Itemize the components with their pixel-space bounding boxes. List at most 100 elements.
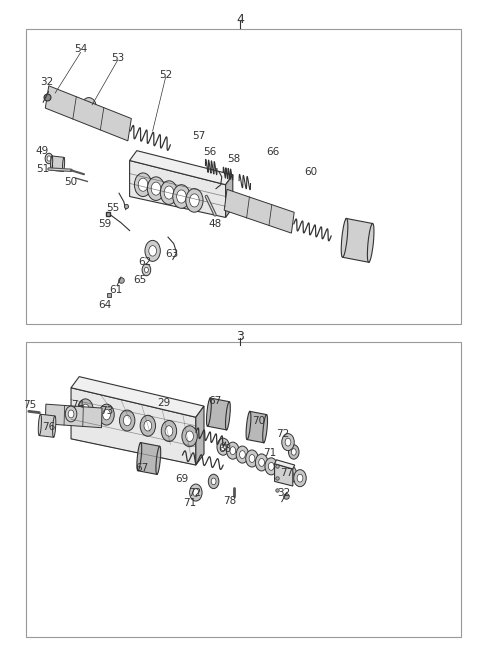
Circle shape [142, 264, 151, 276]
Text: 68: 68 [218, 443, 231, 454]
Polygon shape [130, 160, 226, 217]
Ellipse shape [226, 402, 230, 430]
Text: 71: 71 [263, 448, 276, 458]
Text: 66: 66 [266, 147, 279, 157]
Circle shape [294, 470, 306, 487]
Text: 51: 51 [36, 164, 50, 174]
Ellipse shape [50, 156, 53, 170]
Circle shape [220, 443, 226, 451]
Text: 32: 32 [40, 77, 54, 87]
Text: 50: 50 [64, 177, 78, 187]
Polygon shape [275, 464, 293, 486]
Circle shape [165, 426, 173, 436]
Text: 72: 72 [188, 487, 201, 498]
Text: 48: 48 [208, 219, 222, 229]
Circle shape [186, 431, 193, 441]
Circle shape [284, 466, 297, 483]
Text: 58: 58 [228, 153, 241, 164]
Circle shape [173, 185, 190, 208]
Circle shape [161, 421, 177, 441]
Polygon shape [71, 377, 204, 417]
Polygon shape [45, 404, 102, 428]
Circle shape [82, 404, 89, 415]
Circle shape [145, 240, 160, 261]
Circle shape [164, 186, 174, 199]
Text: 32: 32 [277, 487, 291, 498]
Text: 77: 77 [280, 468, 294, 478]
Circle shape [151, 182, 161, 195]
Bar [26, 342, 461, 637]
Text: 60: 60 [304, 166, 318, 177]
Text: 73: 73 [100, 406, 113, 417]
Text: 64: 64 [98, 299, 111, 310]
Circle shape [120, 410, 135, 431]
Circle shape [78, 399, 93, 420]
Circle shape [190, 194, 199, 207]
Polygon shape [51, 156, 64, 172]
Circle shape [45, 153, 53, 164]
Circle shape [285, 438, 291, 446]
Polygon shape [71, 388, 196, 465]
Circle shape [240, 451, 245, 458]
Circle shape [65, 406, 77, 422]
Text: 61: 61 [109, 284, 123, 295]
Text: 72: 72 [276, 428, 289, 439]
Circle shape [140, 415, 156, 436]
Circle shape [236, 446, 249, 463]
Circle shape [103, 409, 110, 420]
Text: 65: 65 [133, 275, 147, 286]
Ellipse shape [156, 446, 161, 474]
Circle shape [297, 474, 303, 482]
Polygon shape [138, 443, 159, 474]
Text: 69: 69 [175, 474, 188, 485]
Circle shape [99, 404, 114, 425]
Circle shape [144, 421, 152, 431]
Polygon shape [226, 175, 233, 217]
Text: 54: 54 [74, 44, 87, 54]
Polygon shape [45, 86, 132, 141]
Text: 29: 29 [157, 398, 171, 408]
Polygon shape [224, 189, 294, 233]
Text: 3: 3 [236, 330, 244, 343]
Circle shape [275, 462, 287, 479]
Text: 62: 62 [138, 257, 152, 267]
Bar [26, 29, 461, 324]
Text: 57: 57 [192, 131, 206, 141]
Circle shape [134, 173, 152, 196]
Circle shape [246, 450, 258, 467]
Circle shape [282, 434, 294, 451]
Circle shape [208, 474, 219, 489]
Circle shape [291, 449, 296, 455]
Circle shape [249, 455, 255, 462]
Circle shape [138, 178, 148, 191]
Text: 59: 59 [98, 219, 111, 229]
Circle shape [265, 458, 277, 475]
Text: 71: 71 [183, 498, 196, 508]
Circle shape [259, 458, 264, 466]
Circle shape [230, 447, 236, 455]
Text: 78: 78 [223, 496, 236, 506]
Circle shape [193, 489, 199, 496]
Circle shape [186, 189, 203, 212]
Circle shape [47, 156, 51, 161]
Circle shape [211, 478, 216, 485]
Circle shape [268, 462, 274, 470]
Polygon shape [196, 406, 204, 465]
Circle shape [144, 267, 148, 272]
Circle shape [182, 426, 197, 447]
Text: 70: 70 [252, 415, 265, 426]
Ellipse shape [53, 416, 56, 438]
Ellipse shape [38, 414, 41, 436]
Circle shape [123, 415, 131, 426]
Circle shape [177, 190, 186, 203]
Text: 55: 55 [106, 203, 120, 214]
Text: 63: 63 [165, 249, 179, 259]
Text: 67: 67 [208, 396, 222, 406]
Circle shape [288, 445, 299, 459]
Text: 74: 74 [71, 400, 84, 410]
Text: 75: 75 [23, 400, 36, 410]
Circle shape [81, 98, 96, 119]
Circle shape [84, 102, 93, 114]
Ellipse shape [137, 443, 142, 471]
Circle shape [255, 454, 268, 471]
